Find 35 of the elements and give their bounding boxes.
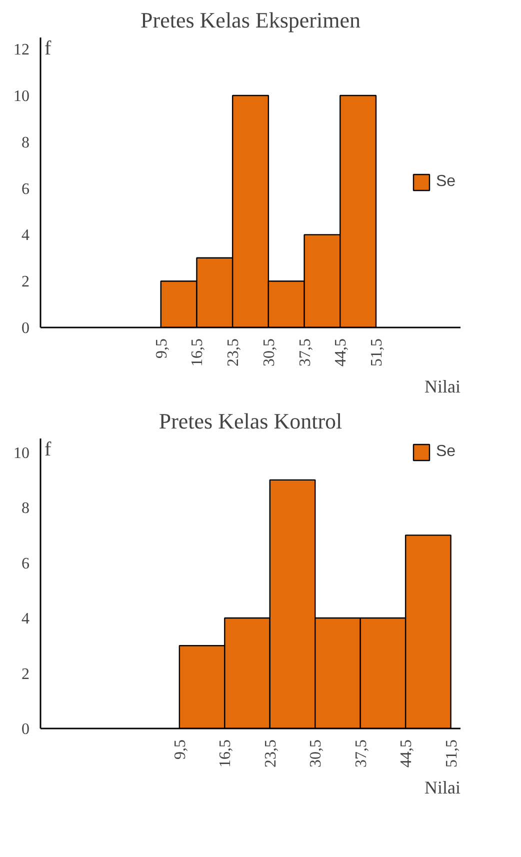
legend-label: Se [436,173,456,191]
y-tick-label: 0 [22,721,30,738]
y-axis-title: f [44,438,52,460]
chart-title: Pretes Kelas Kontrol [158,408,342,434]
y-tick-label: 0 [22,320,30,337]
x-axis-title: Nilai [424,778,461,798]
x-tick-label: 9,5 [172,740,189,760]
x-tick-label: 51,5 [443,740,460,768]
y-tick-label: 8 [22,500,30,518]
x-tick-label: 9,5 [153,338,170,358]
x-tick-label: 51,5 [368,338,386,366]
y-tick-label: 4 [22,610,30,628]
y-tick-label: 6 [22,555,30,572]
y-tick-label: 2 [22,274,30,291]
x-tick-label: 44,5 [332,338,350,366]
x-axis-title: Nilai [424,376,461,396]
x-tick-label: 37,5 [352,740,370,768]
x-tick-label: 16,5 [189,338,206,366]
x-tick-label: 30,5 [308,740,325,768]
y-axis-title: f [44,38,52,60]
x-tick-label: 37,5 [296,338,314,366]
y-tick-label: 2 [22,666,30,683]
x-tick-label: 16,5 [217,740,234,768]
y-tick-label: 10 [14,444,30,462]
x-tick-label: 23,5 [225,338,242,366]
y-tick-label: 12 [14,42,30,59]
x-tick-label: 30,5 [260,338,278,366]
chart-title: Pretes Kelas Eksperimen [140,8,360,32]
y-tick-label: 6 [22,180,30,198]
y-tick-label: 10 [14,88,30,105]
y-tick-label: 8 [22,134,30,152]
y-tick-label: 4 [22,227,30,244]
legend-label: Se [436,443,456,461]
x-tick-label: 44,5 [398,740,416,768]
x-tick-label: 23,5 [262,740,280,768]
